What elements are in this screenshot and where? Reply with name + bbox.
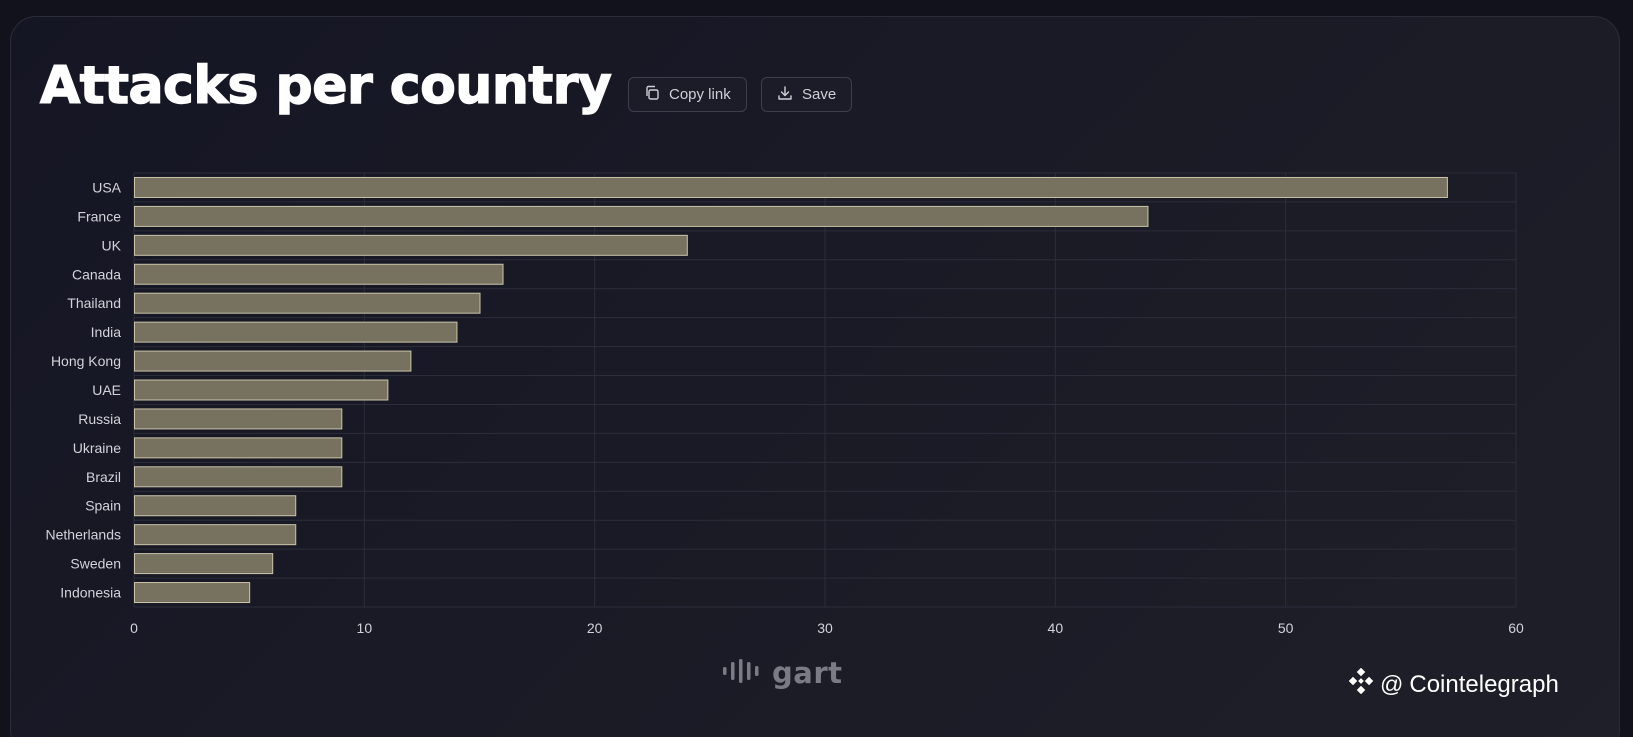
bar[interactable] [134,379,389,401]
bar[interactable] [134,205,1149,227]
y-tick-label: Spain [85,498,121,514]
y-tick-label: UK [102,237,122,253]
chart-card [10,16,1620,737]
y-tick-label: Hong Kong [51,353,121,369]
y-tick-label: Canada [72,266,121,282]
bar[interactable] [134,234,688,256]
watermark-text: Cointelegraph [1409,670,1559,698]
bar[interactable] [134,321,458,343]
y-tick-label: Indonesia [60,585,121,601]
bar[interactable] [134,350,412,372]
y-tick-label: Brazil [86,469,121,485]
y-tick-label: Netherlands [46,527,122,543]
y-tick-label: Russia [78,411,121,427]
y-tick-label: UAE [92,382,121,398]
y-tick-label: Sweden [70,556,121,572]
copy-link-label: Copy link [669,86,731,103]
download-icon [777,85,793,105]
y-tick-label: France [77,208,121,224]
y-axis-labels: USA France UK Canada Thailand India Hong Kong U… [46,179,122,600]
page-title: Attacks per country [39,56,612,116]
copy-icon [644,85,660,105]
bar[interactable] [134,437,343,459]
bar[interactable] [134,263,504,285]
x-axis-ticks: 0 10 20 30 40 50 60 [130,620,1524,636]
x-tick-label: 0 [130,620,138,636]
grid-lines [133,172,1517,608]
x-tick-label: 40 [1048,620,1064,636]
x-tick-label: 60 [1508,620,1524,636]
x-tick-label: 30 [817,620,833,636]
bar[interactable] [134,524,297,546]
gart-brand-text: gart [772,656,843,690]
bar[interactable] [134,553,274,575]
save-button[interactable]: Save [761,77,852,112]
bar[interactable] [134,408,343,430]
bar[interactable] [134,466,343,488]
bar[interactable] [134,176,1448,198]
y-tick-label: Ukraine [73,440,121,456]
cointelegraph-diamond-icon [1348,667,1374,701]
y-tick-label: Thailand [67,295,121,311]
x-tick-label: 10 [357,620,373,636]
x-tick-label: 20 [587,620,603,636]
y-tick-label: USA [92,179,121,195]
save-label: Save [802,86,837,103]
bar[interactable] [134,495,297,517]
bars [134,176,1448,604]
cointelegraph-watermark: @ Cointelegraph [1348,667,1559,701]
copy-link-button[interactable]: Copy link [628,77,747,112]
gart-bars-icon [722,656,764,690]
watermark-at: @ [1380,671,1404,697]
bar[interactable] [134,582,251,604]
bar[interactable] [134,292,481,314]
gart-logo: gart [722,656,843,690]
y-tick-label: India [91,324,122,340]
x-tick-label: 50 [1278,620,1294,636]
